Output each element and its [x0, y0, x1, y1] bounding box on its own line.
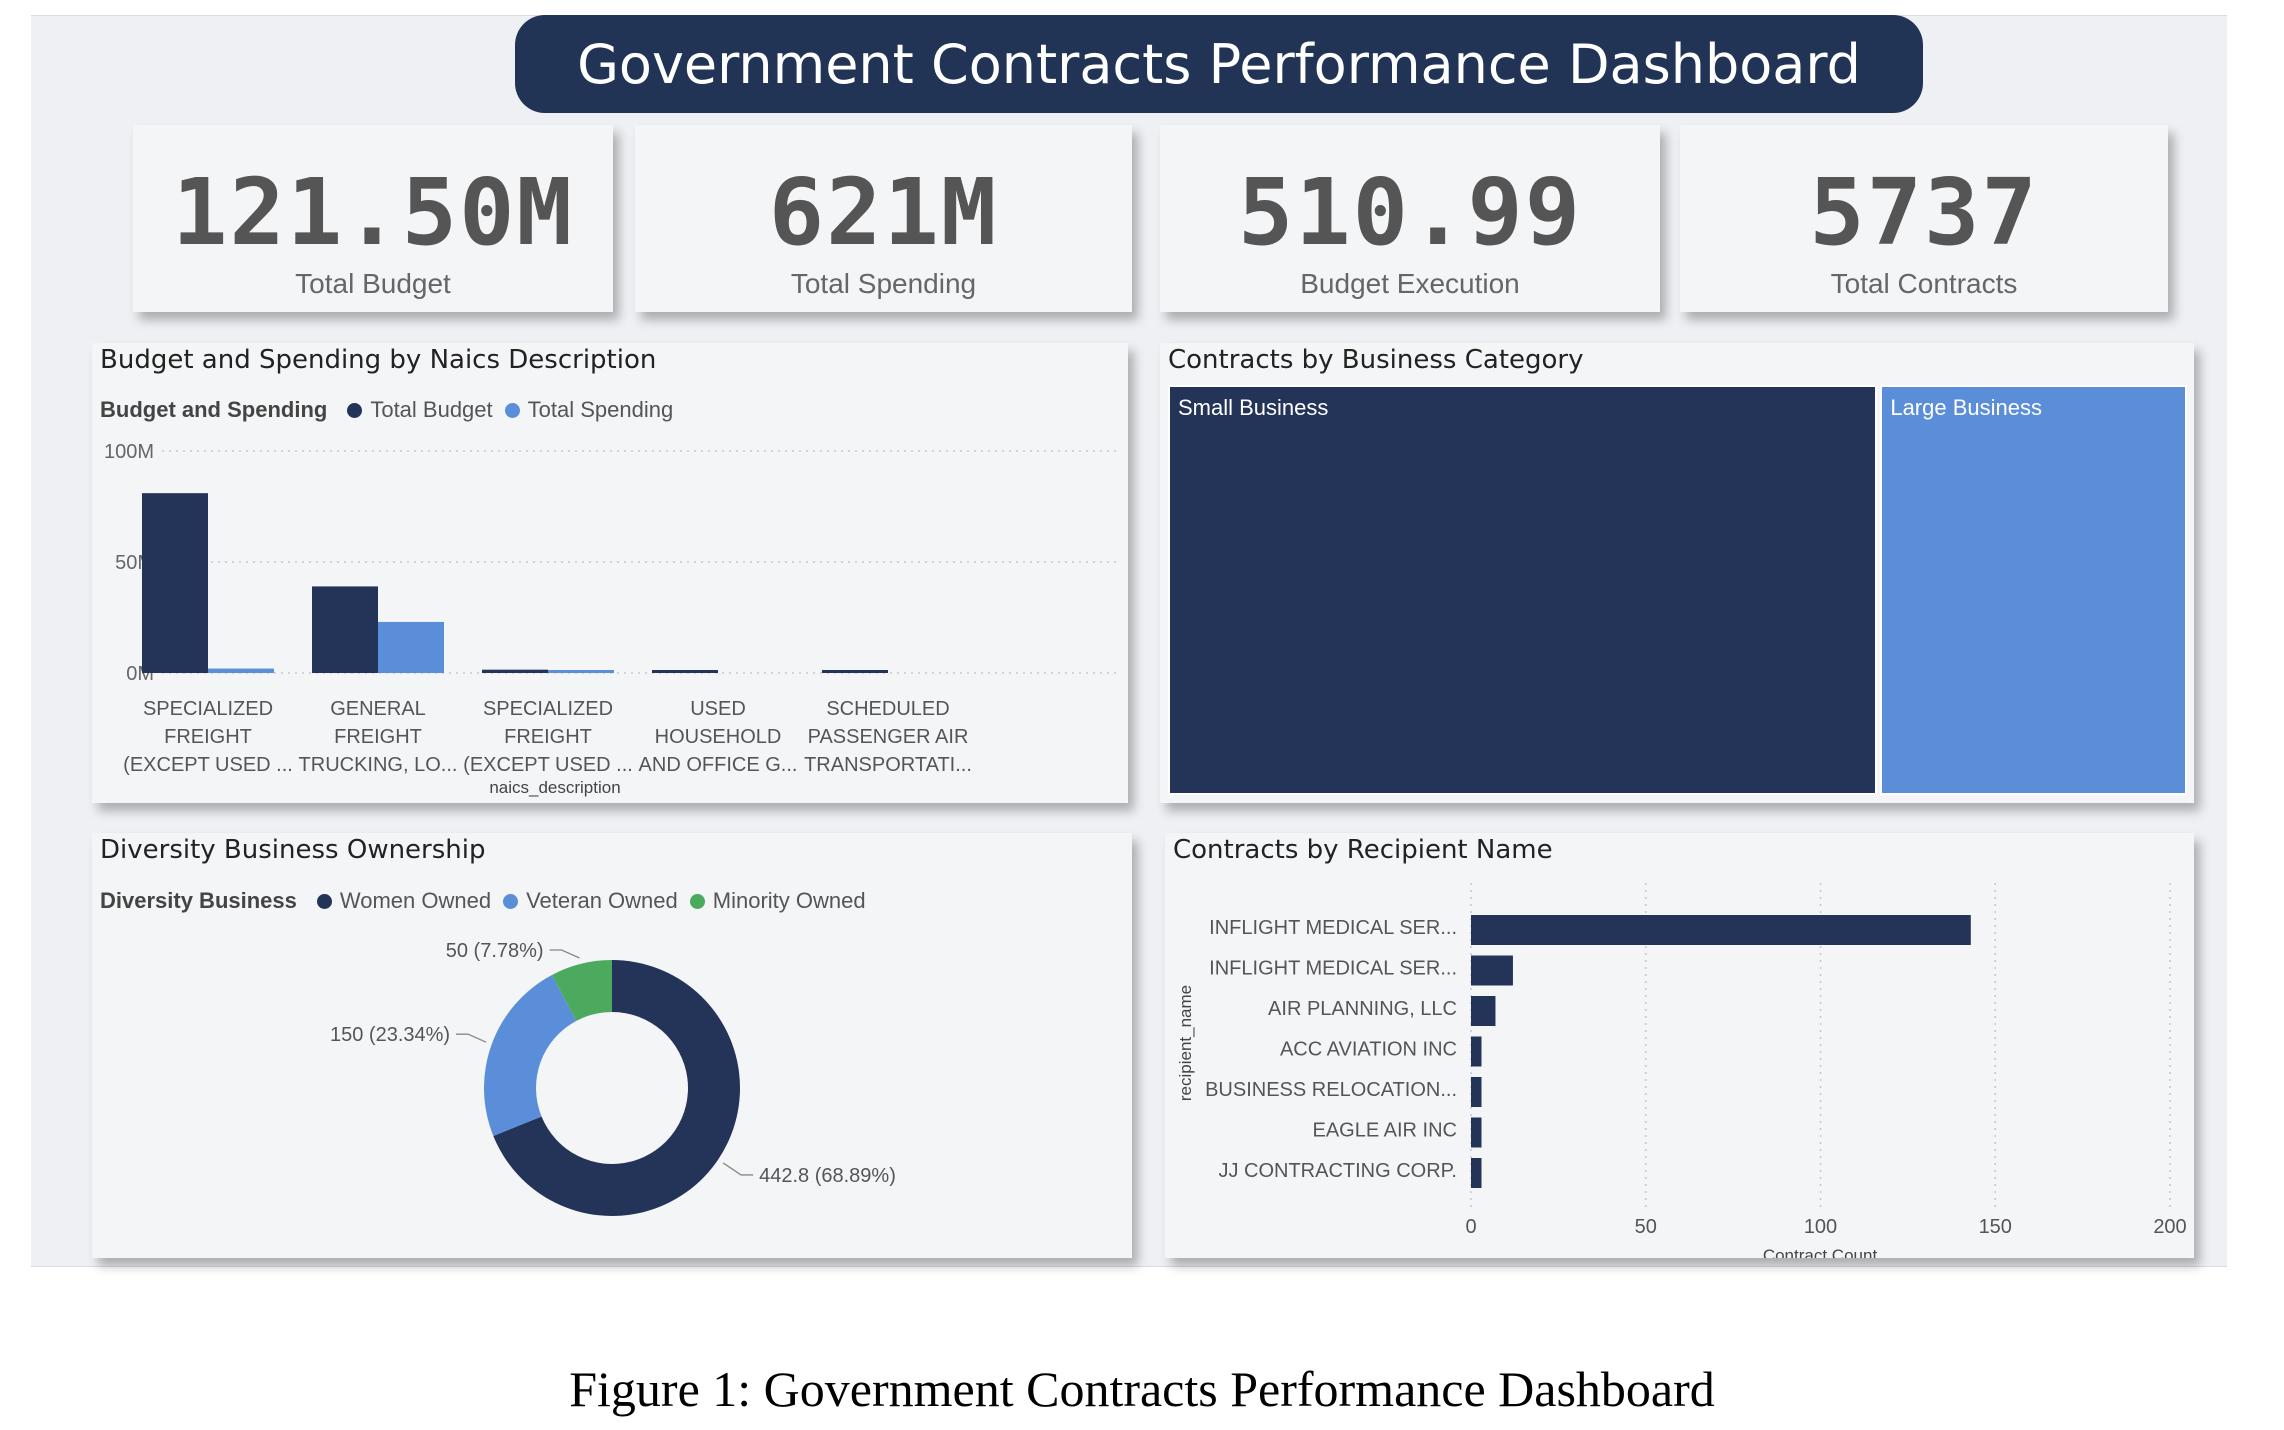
y-tick-label: INFLIGHT MEDICAL SER...	[1209, 917, 1457, 939]
kpi-label: Total Spending	[790, 268, 977, 299]
diversity-panel[interactable]: Diversity Business Ownership Diversity B…	[92, 833, 1132, 1258]
leader-line	[722, 1162, 754, 1176]
legend-item: Veteran Owned	[526, 888, 678, 913]
kpi-value: 621M	[768, 159, 999, 266]
business-category-panel[interactable]: Contracts by Business Category Small Bus…	[1160, 343, 2194, 803]
y-axis-title: recipient_name	[1176, 985, 1195, 1101]
kpi-label: Total Contracts	[1830, 268, 2018, 299]
legend-swatch	[503, 893, 519, 909]
legend-item: Total Budget	[370, 397, 493, 422]
figure-caption: Figure 1: Government Contracts Performan…	[569, 1361, 1715, 1417]
x-tick-label: (EXCEPT USED ...	[123, 754, 293, 776]
legend-item: Total Spending	[527, 397, 674, 422]
x-tick-label: FREIGHT	[164, 726, 252, 748]
x-tick-label: SCHEDULED	[826, 698, 949, 720]
data-label: 442.8 (68.89%)	[759, 1165, 896, 1187]
x-tick-label: FREIGHT	[504, 726, 592, 748]
y-tick-label: ACC AVIATION INC	[1280, 1039, 1457, 1061]
x-tick-label: 50	[1635, 1216, 1657, 1238]
x-tick-label: TRANSPORTATI...	[804, 754, 972, 776]
kpi-card-budget-execution[interactable]: 510.99 Budget Execution	[1160, 125, 1660, 312]
x-tick-label: HOUSEHOLD	[655, 726, 782, 748]
kpi-label: Budget Execution	[1300, 268, 1520, 299]
treemap-cell[interactable]: Small Business	[1168, 385, 1878, 795]
bar	[208, 668, 274, 673]
legend-swatch	[347, 402, 363, 418]
x-tick-label: TRUCKING, LO...	[299, 754, 458, 776]
bar	[548, 670, 614, 673]
x-tick-label: (EXCEPT USED ...	[463, 754, 633, 776]
budget-spending-panel[interactable]: Budget and Spending by Naics Description…	[92, 343, 1128, 803]
x-tick-label: 150	[1979, 1216, 2012, 1238]
y-tick-label: EAGLE AIR INC	[1313, 1120, 1458, 1142]
legend-item: Minority Owned	[712, 888, 866, 913]
y-tick-label: 100M	[104, 441, 154, 463]
x-tick-label: SPECIALIZED	[483, 698, 613, 720]
legend-item: Women Owned	[339, 888, 492, 913]
x-tick-label: FREIGHT	[334, 726, 422, 748]
treemap-cell[interactable]: Large Business	[1880, 385, 2187, 795]
diversity-donut-chart: 442.8 (68.89%) 150 (23.34%) 50 (7.78%)	[330, 940, 896, 1216]
bar	[378, 621, 444, 673]
x-axis-title: naics_description	[489, 778, 620, 797]
kpi-card-total-spending[interactable]: 621M Total Spending	[635, 125, 1132, 312]
chart-legend: Budget and Spending Total Budget Total S…	[100, 397, 673, 423]
bar	[482, 669, 548, 673]
legend-title: Budget and Spending	[100, 397, 328, 422]
donut-slice	[484, 974, 577, 1136]
x-tick-label: 200	[2153, 1216, 2186, 1238]
x-tick-label: 100	[1804, 1216, 1837, 1238]
business-category-treemap: Small Business Large Business	[1168, 385, 2190, 795]
legend-swatch	[689, 893, 705, 909]
kpi-label: Total Budget	[295, 268, 451, 299]
kpi-card-total-budget[interactable]: 121.50M Total Budget	[133, 125, 613, 312]
bar	[1471, 1036, 1482, 1067]
legend-swatch	[316, 893, 332, 909]
bar	[822, 670, 888, 673]
panel-title: Budget and Spending by Naics Description	[100, 345, 657, 375]
kpi-value: 5737	[1809, 159, 2039, 266]
leader-line	[549, 949, 580, 959]
bar	[312, 586, 378, 673]
x-tick-label: GENERAL	[330, 698, 426, 720]
donut-slice	[551, 960, 612, 1021]
x-tick-label: 0	[1465, 1216, 1476, 1238]
x-axis-title: Contract Count	[1763, 1246, 1878, 1258]
x-tick-label: SPECIALIZED	[143, 698, 273, 720]
bar	[1471, 1158, 1482, 1188]
kpi-value: 510.99	[1237, 159, 1583, 266]
bar	[1471, 915, 1971, 945]
bar	[1471, 955, 1513, 986]
chart-legend: Diversity Business Women Owned Veteran O…	[100, 888, 866, 914]
donut-slice	[493, 960, 740, 1216]
x-tick-label: PASSENGER AIR	[808, 726, 969, 748]
dashboard-title: Government Contracts Performance Dashboa…	[515, 15, 1923, 113]
panel-title: Diversity Business Ownership	[100, 835, 486, 865]
legend-title: Diversity Business	[100, 888, 297, 913]
y-tick-label: BUSINESS RELOCATION...	[1205, 1079, 1457, 1101]
leader-line	[456, 1033, 487, 1043]
legend-swatch	[504, 402, 520, 418]
kpi-value: 121.50M	[172, 159, 574, 266]
recipient-bar-chart: 0 50 100 150 200 INFLIGHT MEDICAL SER... INFLI…	[1176, 883, 2187, 1258]
bar	[142, 493, 208, 673]
panel-title: Contracts by Business Category	[1168, 345, 1584, 375]
bar	[1471, 1117, 1482, 1148]
data-label: 50 (7.78%)	[446, 940, 544, 962]
x-tick-label: AND OFFICE G...	[639, 754, 798, 776]
recipient-panel[interactable]: Contracts by Recipient Name 0 50 100 150 200…	[1165, 833, 2194, 1258]
x-tick-label: USED	[690, 698, 746, 720]
kpi-card-total-contracts[interactable]: 5737 Total Contracts	[1680, 125, 2168, 312]
panel-title: Contracts by Recipient Name	[1173, 835, 1553, 865]
bar	[1471, 1077, 1482, 1107]
y-tick-label: JJ CONTRACTING CORP.	[1218, 1160, 1457, 1182]
y-tick-label: INFLIGHT MEDICAL SER...	[1209, 958, 1457, 980]
bar	[652, 670, 718, 673]
bar	[1471, 996, 1496, 1026]
data-label: 150 (23.34%)	[330, 1024, 450, 1046]
y-tick-label: AIR PLANNING, LLC	[1268, 998, 1457, 1020]
